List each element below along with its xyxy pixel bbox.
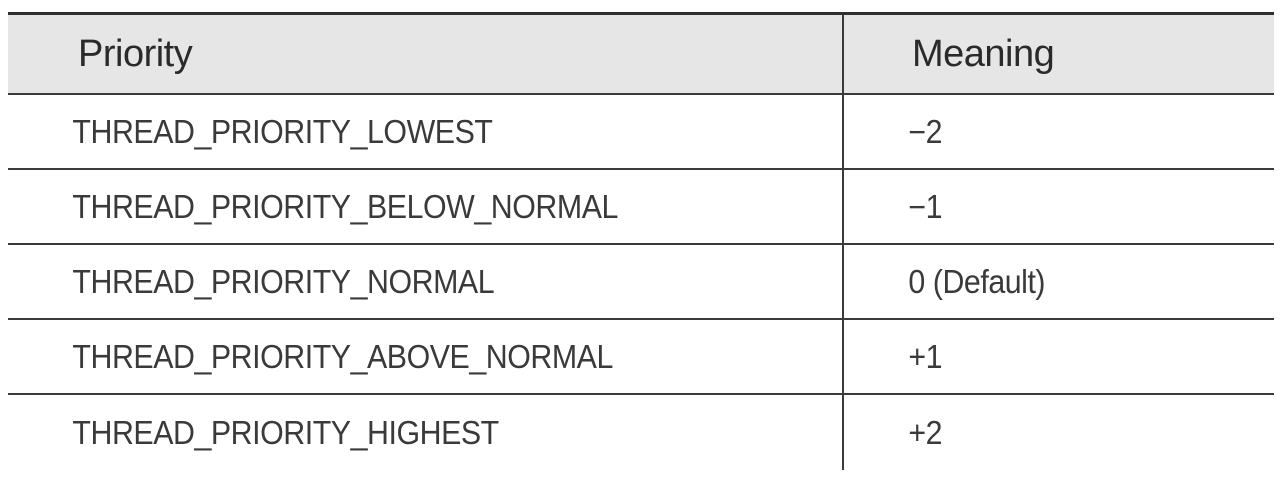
- meaning-cell: −2: [908, 112, 943, 150]
- column-divider: [842, 245, 844, 318]
- priority-cell: THREAD_PRIORITY_HIGHEST: [72, 413, 499, 451]
- header-meaning: Meaning: [912, 32, 1055, 75]
- column-divider: [842, 95, 844, 168]
- table-row: THREAD_PRIORITY_ABOVE_NORMAL +1: [8, 320, 1274, 395]
- meaning-cell: +2: [908, 413, 943, 451]
- priority-cell: THREAD_PRIORITY_BELOW_NORMAL: [72, 187, 618, 225]
- meaning-cell: −1: [908, 187, 943, 225]
- table-header-row: Priority Meaning: [8, 15, 1274, 95]
- priority-cell: THREAD_PRIORITY_LOWEST: [72, 112, 493, 150]
- table-row: THREAD_PRIORITY_HIGHEST +2: [8, 395, 1274, 470]
- column-divider: [842, 395, 844, 470]
- meaning-cell: 0 (Default): [908, 262, 1046, 300]
- thread-priority-table: Priority Meaning THREAD_PRIORITY_LOWEST …: [8, 12, 1274, 470]
- table-row: THREAD_PRIORITY_LOWEST −2: [8, 95, 1274, 170]
- column-divider: [842, 170, 844, 243]
- priority-cell: THREAD_PRIORITY_NORMAL: [72, 262, 495, 300]
- table-row: THREAD_PRIORITY_NORMAL 0 (Default): [8, 245, 1274, 320]
- header-priority: Priority: [8, 15, 844, 93]
- column-divider: [842, 320, 844, 393]
- meaning-cell: +1: [908, 337, 943, 375]
- priority-cell: THREAD_PRIORITY_ABOVE_NORMAL: [72, 337, 613, 375]
- table-row: THREAD_PRIORITY_BELOW_NORMAL −1: [8, 170, 1274, 245]
